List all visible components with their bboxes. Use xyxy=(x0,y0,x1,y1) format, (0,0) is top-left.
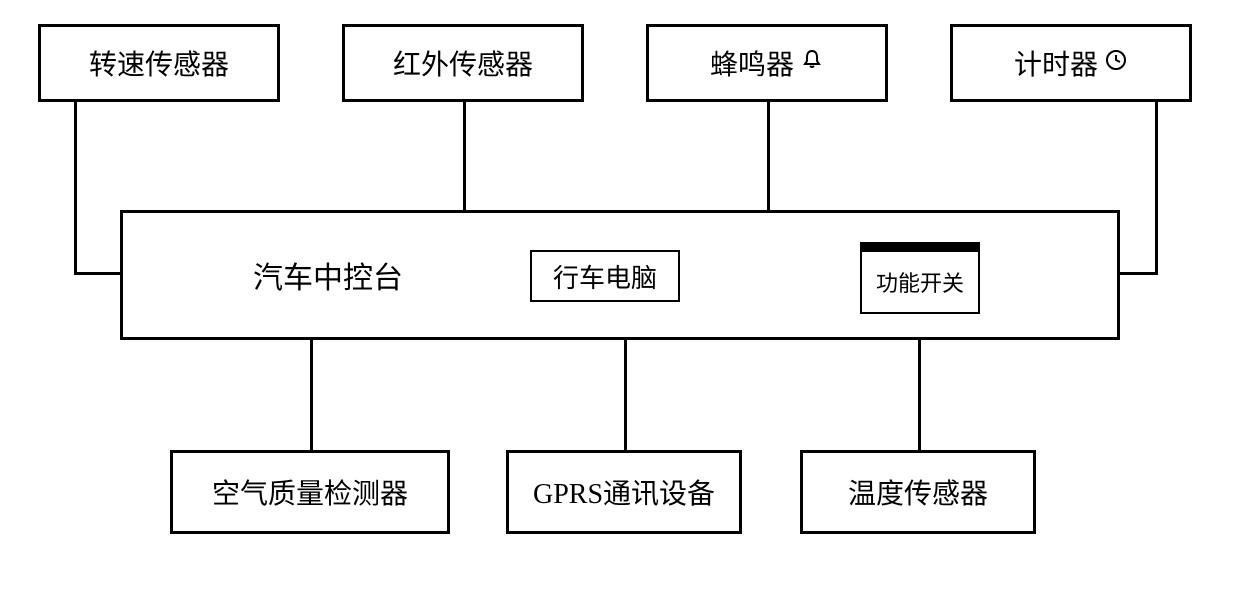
node-temperature-sensor: 温度传感器 xyxy=(800,450,1036,534)
inner-label: 行车电脑 xyxy=(553,258,657,295)
connector xyxy=(1155,102,1158,275)
connector xyxy=(1120,272,1158,275)
node-buzzer: 蜂鸣器 xyxy=(646,24,888,102)
node-label: 空气质量检测器 xyxy=(212,472,408,512)
bell-icon xyxy=(800,48,824,79)
node-infrared-sensor: 红外传感器 xyxy=(342,24,584,102)
connector xyxy=(74,102,77,275)
connector xyxy=(624,340,627,450)
connector xyxy=(310,340,313,450)
connector xyxy=(74,272,123,275)
node-air-quality: 空气质量检测器 xyxy=(170,450,450,534)
node-label: 温度传感器 xyxy=(848,472,988,512)
node-trip-computer: 行车电脑 xyxy=(530,250,680,302)
node-timer: 计时器 xyxy=(950,24,1192,102)
node-label: 计时器 xyxy=(1014,43,1098,83)
node-label: 蜂鸣器 xyxy=(710,43,794,83)
node-label: 转速传感器 xyxy=(89,43,229,83)
connector xyxy=(767,102,770,210)
node-function-switch: 功能开关 xyxy=(860,242,980,314)
clock-icon xyxy=(1104,48,1128,79)
switch-label: 功能开关 xyxy=(876,266,964,298)
center-main-label: 汽车中控台 xyxy=(253,253,403,297)
connector xyxy=(918,340,921,450)
node-gprs: GPRS通讯设备 xyxy=(506,450,742,534)
connector xyxy=(463,102,466,210)
node-speed-sensor: 转速传感器 xyxy=(38,24,280,102)
node-label: GPRS通讯设备 xyxy=(533,472,715,512)
node-label: 红外传感器 xyxy=(393,43,533,83)
